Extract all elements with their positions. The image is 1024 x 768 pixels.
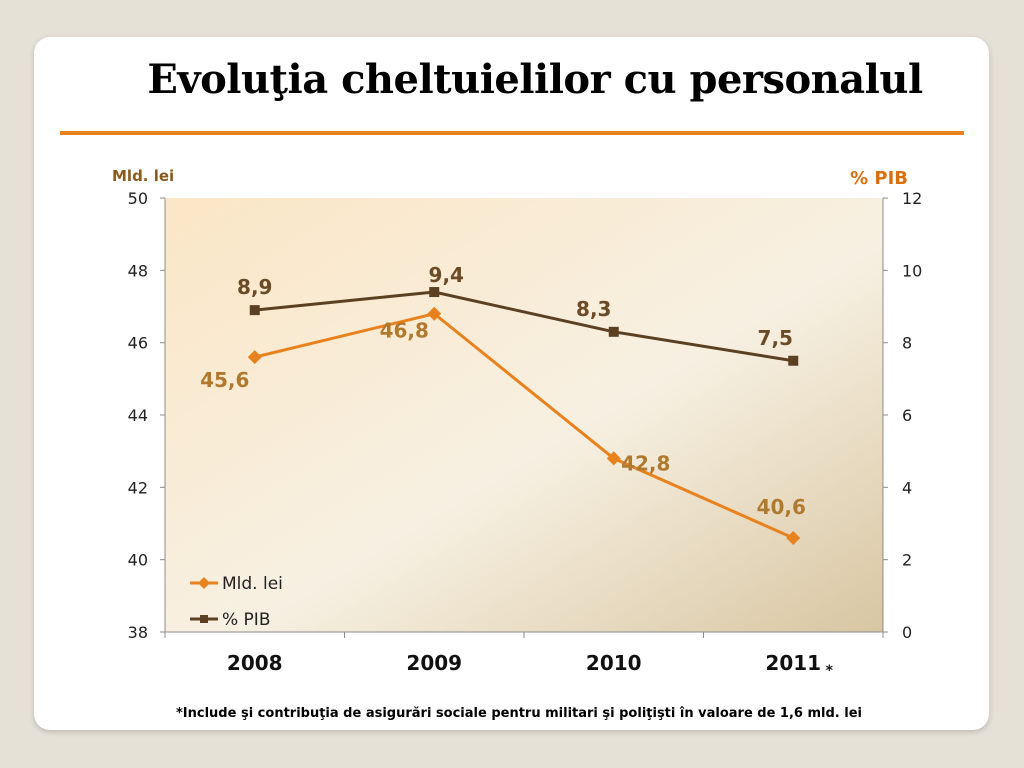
right-tick-label: 6 bbox=[902, 406, 912, 425]
data-point-mld-lei bbox=[606, 451, 621, 466]
legend-marker bbox=[198, 577, 210, 589]
page-title: Evoluţia cheltuielilor cu personalul bbox=[147, 56, 923, 103]
right-axis-title: % PIB bbox=[850, 168, 908, 189]
data-label: 46,8 bbox=[380, 319, 429, 343]
left-tick-label: 44 bbox=[128, 406, 148, 425]
x-tick-label: 2010 bbox=[586, 651, 642, 675]
series-line-pib bbox=[254, 290, 794, 363]
right-tick-label: 10 bbox=[902, 261, 922, 280]
x-tick-label: 2011 bbox=[765, 651, 821, 675]
data-label: 8,3 bbox=[576, 297, 611, 321]
data-label: 9,4 bbox=[429, 263, 464, 287]
left-tick-label: 48 bbox=[128, 261, 148, 280]
data-label: 7,5 bbox=[758, 326, 793, 350]
data-label: 45,6 bbox=[200, 368, 249, 392]
left-tick-label: 38 bbox=[128, 623, 148, 642]
left-tick-label: 50 bbox=[128, 189, 148, 208]
footnote: *Include şi contribuţia de asigurări soc… bbox=[176, 706, 862, 721]
data-label: 42,8 bbox=[621, 451, 670, 475]
data-point-pib bbox=[608, 326, 619, 337]
data-point-pib bbox=[249, 305, 260, 316]
category-footnote-marker: * bbox=[826, 663, 834, 679]
title-divider bbox=[60, 131, 964, 135]
right-tick-label: 2 bbox=[902, 551, 912, 570]
right-tick-label: 0 bbox=[902, 623, 912, 642]
x-tick-label: 2008 bbox=[227, 651, 283, 675]
data-point-mld-lei bbox=[247, 350, 262, 365]
legend-label: % PIB bbox=[222, 610, 271, 630]
left-tick-label: 46 bbox=[128, 334, 148, 353]
right-tick-label: 12 bbox=[902, 189, 922, 208]
left-tick-label: 40 bbox=[128, 551, 148, 570]
data-point-mld-lei bbox=[427, 306, 442, 321]
data-point-pib bbox=[788, 355, 799, 366]
data-point-pib bbox=[429, 287, 440, 298]
left-axis-title: Mld. lei bbox=[112, 167, 174, 185]
series-line-mld-lei bbox=[254, 312, 794, 540]
x-tick-label: 2009 bbox=[406, 651, 462, 675]
right-tick-label: 4 bbox=[902, 478, 912, 497]
left-tick-label: 42 bbox=[128, 478, 148, 497]
data-point-mld-lei bbox=[786, 530, 801, 545]
data-label: 8,9 bbox=[237, 275, 272, 299]
plot-area bbox=[165, 198, 883, 632]
right-tick-label: 8 bbox=[902, 334, 912, 353]
legend-label: Mld. lei bbox=[222, 574, 283, 594]
legend-marker bbox=[200, 615, 208, 623]
data-label: 40,6 bbox=[757, 495, 806, 519]
